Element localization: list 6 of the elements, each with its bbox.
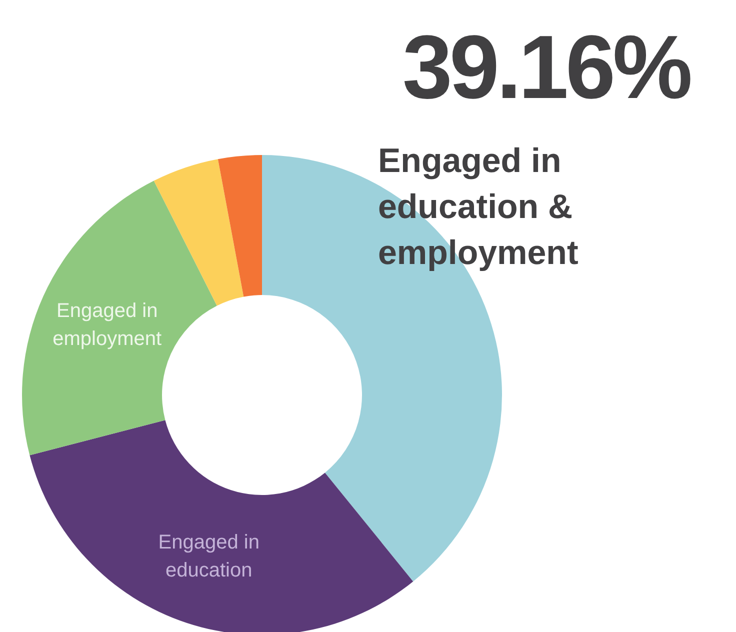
slice-label: Engaged in education & employment <box>378 142 578 272</box>
data-label: 39.16% <box>402 18 691 118</box>
donut-slice <box>22 180 217 456</box>
donut-slice <box>218 155 262 297</box>
slice-label: Engaged in employment <box>52 300 162 350</box>
slice-label: Engaged in education <box>158 531 260 582</box>
